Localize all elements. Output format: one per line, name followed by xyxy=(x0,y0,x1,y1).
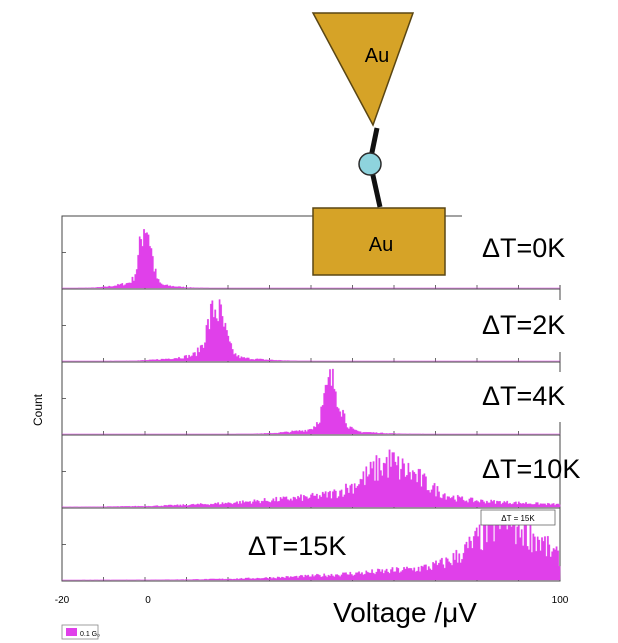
legend-label: 0.1 G₀ xyxy=(80,631,100,638)
x-tick-label-min: -20 xyxy=(55,595,70,606)
molecule xyxy=(358,152,382,176)
gold-tip-label: Au xyxy=(365,45,389,67)
series-label-2: ΔT=4K xyxy=(482,381,565,411)
x-tick-label-max: 100 xyxy=(552,595,569,606)
legend-swatch xyxy=(66,628,77,636)
gold-substrate-label: Au xyxy=(369,234,393,256)
series-label-0: ΔT=0K xyxy=(482,233,565,263)
x-tick-label-zero: 0 xyxy=(145,595,151,606)
y-axis-label: Count xyxy=(31,393,45,426)
series-label-3: ΔT=10K xyxy=(482,454,580,484)
series-label-4: ΔT=15K xyxy=(248,531,346,561)
junction-schematic: Au Au xyxy=(311,12,446,276)
series-label-1: ΔT=2K xyxy=(482,310,565,340)
x-axis-label: Voltage /μV xyxy=(333,597,477,628)
label-bg-0 xyxy=(462,215,597,285)
histogram-series-0 xyxy=(62,229,561,289)
label-bg-1 xyxy=(468,300,586,352)
label-bg-2 xyxy=(468,372,586,422)
histogram-series-1 xyxy=(62,299,561,362)
gold-substrate xyxy=(312,207,446,276)
inset-label-box xyxy=(480,509,556,526)
gold-tip xyxy=(311,12,415,127)
histogram-series-3 xyxy=(61,449,561,508)
inset-label: ΔT = 15K xyxy=(501,514,535,523)
histogram-series-2 xyxy=(62,368,561,435)
